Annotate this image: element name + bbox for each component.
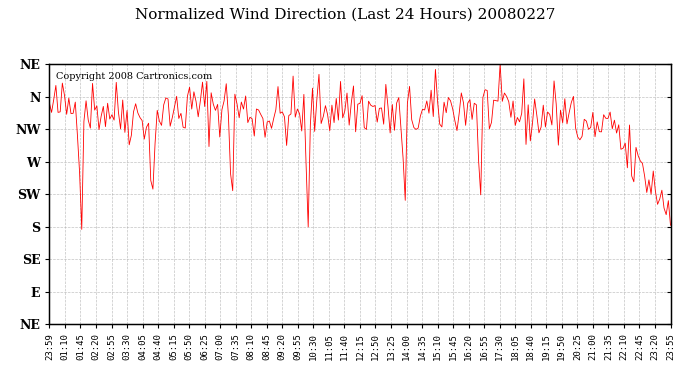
Text: Normalized Wind Direction (Last 24 Hours) 20080227: Normalized Wind Direction (Last 24 Hours… <box>135 8 555 21</box>
Text: Copyright 2008 Cartronics.com: Copyright 2008 Cartronics.com <box>56 72 212 81</box>
